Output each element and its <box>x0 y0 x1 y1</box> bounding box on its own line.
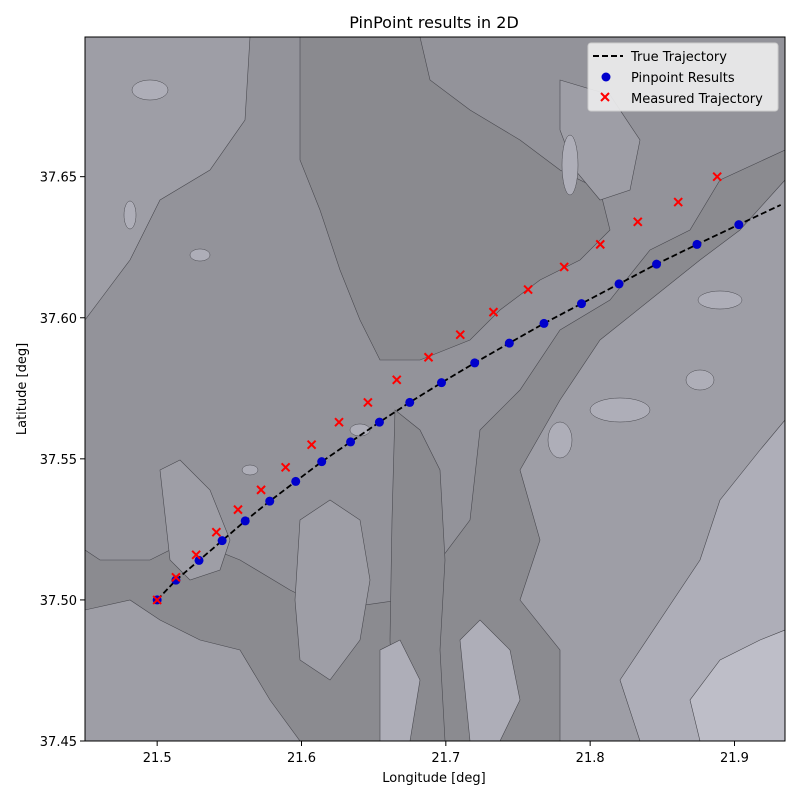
measured-trajectory-point <box>152 595 162 605</box>
measured-trajectory-point <box>334 417 344 427</box>
series-layer <box>152 171 782 605</box>
legend-true-trajectory-label: True Trajectory <box>630 50 727 65</box>
measured-trajectory-point <box>211 527 222 537</box>
measured-trajectory-point <box>171 572 181 583</box>
measured-trajectory-point <box>559 262 569 272</box>
measured-marker-stroke <box>171 572 181 583</box>
y-tick-label: 37.55 <box>40 453 77 468</box>
pinpoint-result-point <box>436 378 446 388</box>
measured-marker-stroke <box>280 462 291 473</box>
x-tick-label: 21.8 <box>576 751 605 766</box>
x-tick-label: 21.7 <box>431 751 460 766</box>
pinpoint-result-point <box>734 220 744 230</box>
measured-marker-stroke <box>233 504 243 515</box>
measured-trajectory-point <box>523 284 533 295</box>
x-tick-label: 21.5 <box>143 751 172 766</box>
legend-box <box>587 42 779 112</box>
pinpoint-result-point <box>504 338 514 348</box>
y-tick-label: 37.45 <box>40 735 77 750</box>
legend: True Trajectory Pinpoint Results Measure… <box>587 42 779 112</box>
pinpoint-result-point <box>171 575 181 585</box>
measured-marker-stroke <box>455 329 465 340</box>
pinpoint-result-point <box>240 516 250 526</box>
x-tick-label: 21.9 <box>720 751 749 766</box>
measured-trajectory-point <box>633 217 643 227</box>
legend-measured-swatch <box>600 92 610 102</box>
measured-marker-stroke <box>334 417 344 427</box>
y-tick-label: 37.65 <box>40 171 77 186</box>
measured-trajectory-point <box>306 440 317 450</box>
pinpoint-result-point <box>692 239 702 249</box>
measured-trajectory-point <box>233 504 243 515</box>
pinpoint-result-point <box>470 358 480 368</box>
measured-trajectory-point <box>455 329 465 340</box>
measured-trajectory-point <box>363 397 373 408</box>
measured-marker-stroke <box>191 550 201 560</box>
pinpoint-result-point <box>652 259 662 269</box>
measured-trajectory-point <box>488 307 499 317</box>
measured-marker-stroke <box>363 397 373 408</box>
pinpoint-result-point <box>194 555 204 565</box>
pinpoint-result-point <box>576 299 586 309</box>
pinpoint-result-point <box>374 417 384 427</box>
pinpoint-result-point <box>405 397 415 407</box>
measured-trajectory-point <box>256 485 266 495</box>
y-axis: 37.45 37.50 37.55 37.60 37.65 <box>40 171 85 750</box>
y-tick-label: 37.50 <box>40 594 77 609</box>
measured-trajectory-point <box>191 550 201 560</box>
y-tick-label: 37.60 <box>40 312 77 327</box>
measured-trajectory-point <box>673 197 683 207</box>
x-axis: 21.5 21.6 21.7 21.8 21.9 <box>143 741 749 766</box>
pinpoint-result-point <box>291 476 301 486</box>
measured-trajectory-point <box>392 375 402 385</box>
pinpoint-result-point <box>317 457 327 467</box>
measured-marker-stroke <box>712 171 722 182</box>
chart-title: PinPoint results in 2D <box>349 13 519 32</box>
measured-marker-stroke <box>523 284 533 295</box>
measured-marker-stroke <box>423 352 434 362</box>
measured-trajectory-point <box>712 171 722 182</box>
pinpoint-result-point <box>265 496 275 506</box>
measured-marker-stroke <box>152 595 162 605</box>
pinpoint-result-point <box>217 536 227 546</box>
measured-trajectory-point <box>423 352 434 362</box>
x-axis-title: Longitude [deg] <box>382 771 485 786</box>
pinpoint-result-point <box>346 437 356 447</box>
measured-marker-stroke <box>673 197 683 207</box>
measured-trajectory-point <box>280 462 291 473</box>
plot-area-frame <box>84 36 786 742</box>
measured-marker-stroke <box>595 239 605 250</box>
terrain-background <box>85 37 785 741</box>
measured-marker-stroke <box>633 217 643 227</box>
true-trajectory-line <box>156 204 782 601</box>
measured-marker-stroke <box>256 485 266 495</box>
measured-marker-stroke <box>306 440 317 450</box>
pinpoint-result-point <box>539 318 549 328</box>
measured-marker-stroke <box>559 262 569 272</box>
pinpoint-result-point <box>614 279 624 289</box>
measured-marker-stroke <box>488 307 499 317</box>
x-tick-label: 21.6 <box>287 751 316 766</box>
legend-pinpoint-swatch <box>601 72 611 82</box>
y-axis-title: Latitude [deg] <box>15 343 30 435</box>
legend-measured-label: Measured Trajectory <box>631 92 763 107</box>
measured-marker-stroke <box>392 375 402 385</box>
legend-pinpoint-label: Pinpoint Results <box>631 71 735 86</box>
measured-marker-stroke <box>211 527 222 537</box>
measured-trajectory-point <box>595 239 605 250</box>
